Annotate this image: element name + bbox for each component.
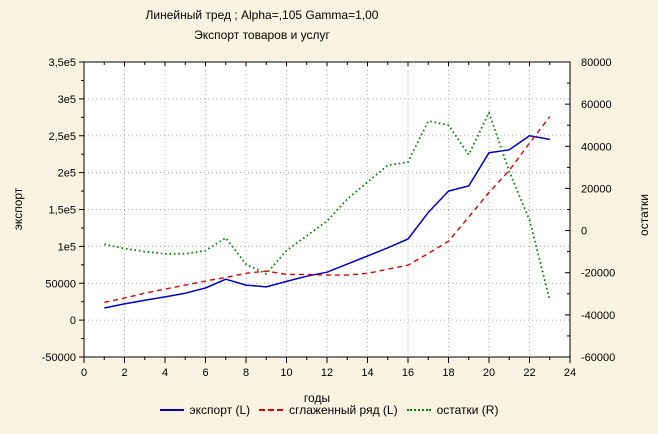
x-axis-title: годы (303, 391, 331, 405)
x-tick-label: 14 (361, 367, 373, 379)
x-tick-label: 22 (523, 367, 535, 379)
left-tick-label: 50000 (45, 278, 76, 290)
legend-label: сглаженный ряд (L) (289, 403, 398, 417)
left-axis-title: экспорт (11, 187, 25, 231)
x-tick-label: 0 (81, 367, 87, 379)
x-tick-label: 20 (483, 367, 495, 379)
left-tick-label: 1e5 (58, 241, 76, 253)
legend-label: экспорт (L) (189, 403, 251, 417)
left-tick-label: 2,5e5 (48, 131, 76, 143)
chart-title: Линейный тред ; Alpha=,105 Gamma=1,00 (145, 8, 379, 22)
x-tick-label: 16 (402, 367, 414, 379)
legend-line-sample-dashed (259, 409, 284, 411)
x-tick-label: 18 (442, 367, 454, 379)
legend-line-sample-solid (159, 409, 184, 411)
series-line-2 (104, 111, 551, 301)
x-tick-label: 10 (280, 367, 292, 379)
left-tick-label: 0 (70, 315, 76, 327)
x-tick-label: 2 (121, 367, 127, 379)
x-tick-label: 12 (321, 367, 333, 379)
left-tick-label: -50000 (42, 352, 76, 364)
legend-item: экспорт (L) (159, 403, 251, 417)
series-line-1 (104, 116, 551, 304)
right-tick-label: 60000 (581, 99, 612, 111)
legend-item: остатки (R) (406, 403, 499, 417)
legend-line-sample-dotted (406, 409, 431, 411)
right-tick-label: -20000 (581, 268, 615, 280)
right-tick-label: -60000 (581, 352, 615, 364)
legend-item: сглаженный ряд (L) (259, 403, 398, 417)
left-tick-label: 1,5e5 (48, 205, 76, 217)
right-axis-title: остатки (637, 194, 651, 236)
left-tick-label: 2e5 (58, 168, 76, 180)
left-tick-label: 3,5e5 (48, 57, 76, 69)
right-tick-label: -40000 (581, 310, 615, 322)
left-tick-label: 3e5 (58, 94, 76, 106)
right-tick-label: 80000 (581, 57, 612, 69)
x-tick-label: 8 (243, 367, 249, 379)
right-tick-label: 20000 (581, 183, 612, 195)
series-line-0 (104, 135, 550, 309)
legend: экспорт (L) сглаженный ряд (L) остатки (R) (0, 403, 658, 417)
chart-subtitle: Экспорт товаров и услуг (194, 28, 330, 42)
legend-label: остатки (R) (436, 403, 499, 417)
x-tick-label: 24 (564, 367, 576, 379)
x-tick-label: 6 (202, 367, 208, 379)
x-tick-label: 4 (162, 367, 168, 379)
right-tick-label: 40000 (581, 141, 612, 153)
right-tick-label: 0 (581, 226, 587, 238)
